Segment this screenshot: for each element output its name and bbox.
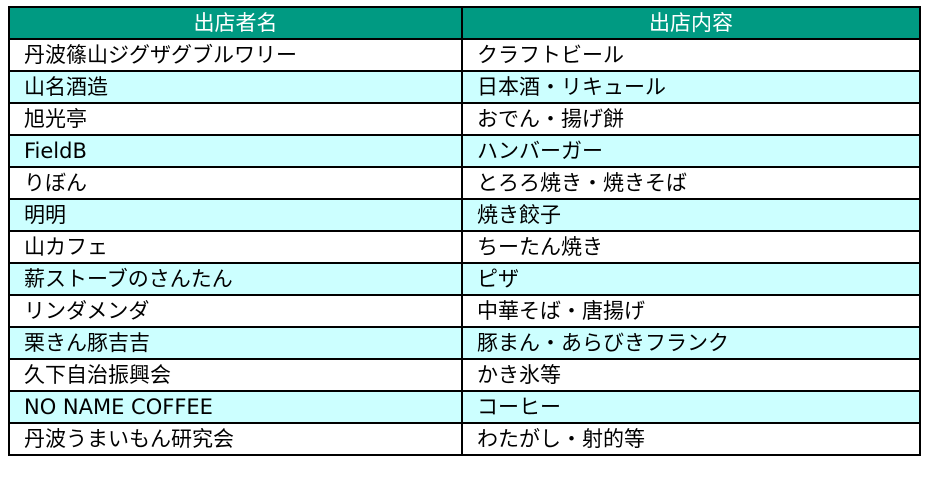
table-row: 久下自治振興会 かき氷等 <box>8 358 921 392</box>
vendor-name-cell: NO NAME COFFEE <box>8 390 463 424</box>
vendor-content-cell: 豚まん・あらびきフランク <box>461 326 921 360</box>
table-row: 薪ストーブのさんたん ピザ <box>8 262 921 296</box>
table-row: 丹波篠山ジグザグブルワリー クラフトビール <box>8 38 921 72</box>
vendor-name-cell: りぼん <box>8 166 463 200</box>
vendor-name-cell: 山名酒造 <box>8 70 463 104</box>
vendor-name-cell: 栗きん豚吉吉 <box>8 326 463 360</box>
header-row: 出店者名 出店内容 <box>8 6 921 40</box>
table-row: 丹波うまいもん研究会 わたがし・射的等 <box>8 422 921 456</box>
header-vendor-name: 出店者名 <box>8 6 463 40</box>
vendor-content-cell: かき氷等 <box>461 358 921 392</box>
vendor-name-cell: リンダメンダ <box>8 294 463 328</box>
vendor-name-cell: 山カフェ <box>8 230 463 264</box>
vendor-name-cell: 丹波篠山ジグザグブルワリー <box>8 38 463 72</box>
vendor-name-cell: 久下自治振興会 <box>8 358 463 392</box>
table-row: 山カフェ ちーたん焼き <box>8 230 921 264</box>
table-row: NO NAME COFFEE コーヒー <box>8 390 921 424</box>
vendor-content-cell: コーヒー <box>461 390 921 424</box>
vendor-content-cell: とろろ焼き・焼きそば <box>461 166 921 200</box>
vendor-content-cell: ハンバーガー <box>461 134 921 168</box>
table-row: リンダメンダ 中華そば・唐揚げ <box>8 294 921 328</box>
vendor-name-cell: 丹波うまいもん研究会 <box>8 422 463 456</box>
vendor-content-cell: おでん・揚げ餅 <box>461 102 921 136</box>
vendor-name-cell: 明明 <box>8 198 463 232</box>
header-vendor-content: 出店内容 <box>461 6 921 40</box>
vendor-content-cell: 焼き餃子 <box>461 198 921 232</box>
vendor-name-cell: 旭光亭 <box>8 102 463 136</box>
table-row: FieldB ハンバーガー <box>8 134 921 168</box>
vendor-name-cell: 薪ストーブのさんたん <box>8 262 463 296</box>
vendor-content-cell: 中華そば・唐揚げ <box>461 294 921 328</box>
vendor-content-cell: クラフトビール <box>461 38 921 72</box>
vendor-content-cell: ピザ <box>461 262 921 296</box>
vendor-table: 出店者名 出店内容 丹波篠山ジグザグブルワリー クラフトビール 山名酒造 日本酒・リキ… <box>8 6 921 456</box>
table-row: 山名酒造 日本酒・リキュール <box>8 70 921 104</box>
vendor-content-cell: ちーたん焼き <box>461 230 921 264</box>
vendor-content-cell: わたがし・射的等 <box>461 422 921 456</box>
table-row: 栗きん豚吉吉 豚まん・あらびきフランク <box>8 326 921 360</box>
table-row: 旭光亭 おでん・揚げ餅 <box>8 102 921 136</box>
table-row: りぼん とろろ焼き・焼きそば <box>8 166 921 200</box>
vendor-content-cell: 日本酒・リキュール <box>461 70 921 104</box>
vendor-name-cell: FieldB <box>8 134 463 168</box>
table-row: 明明 焼き餃子 <box>8 198 921 232</box>
